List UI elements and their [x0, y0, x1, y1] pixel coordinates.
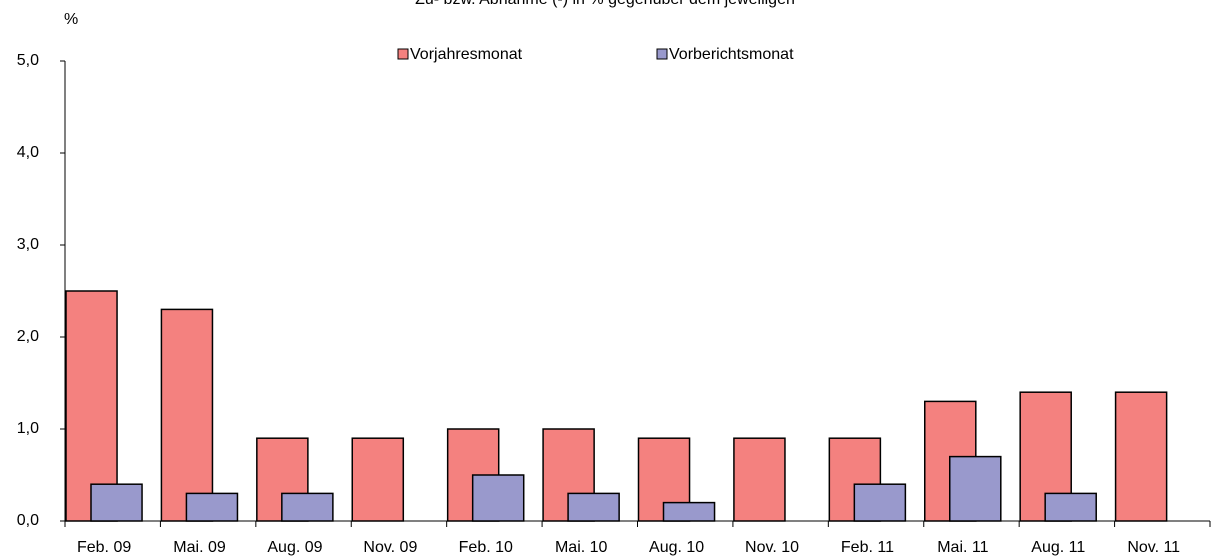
y-tick-label: 3,0: [17, 236, 39, 253]
x-tick-label: Aug. 09: [267, 539, 322, 556]
y-tick-label: 5,0: [17, 52, 39, 69]
y-tick-label: 2,0: [17, 328, 39, 345]
legend-label: Vorberichtsmonat: [669, 46, 794, 63]
bar: [733, 437, 786, 522]
bar: [949, 455, 1002, 522]
bar: [567, 492, 620, 522]
x-tick-label: Aug. 10: [649, 539, 704, 556]
x-tick-label: Feb. 09: [77, 539, 131, 556]
legend-label: Vorjahresmonat: [410, 46, 523, 63]
bar: [471, 474, 525, 522]
x-tick-label: Nov. 11: [1127, 539, 1180, 556]
legend-swatch: [656, 48, 668, 60]
legend-swatch: [397, 48, 409, 60]
y-tick-label: 1,0: [17, 420, 39, 437]
x-tick-label: Feb. 11: [841, 539, 894, 556]
y-tick-label: 4,0: [17, 144, 39, 161]
x-tick-label: Nov. 10: [745, 539, 799, 556]
bar: [1114, 391, 1168, 522]
x-tick-label: Mai. 11: [937, 539, 988, 556]
bar: [90, 483, 143, 522]
bar: [351, 437, 405, 522]
bar: [160, 308, 214, 522]
x-tick-label: Aug. 11: [1031, 539, 1085, 556]
bar: [853, 483, 907, 522]
x-tick-label: Feb. 10: [459, 539, 513, 556]
chart-title: Zu- bzw. Abnahme (-) in % gegenüber dem …: [415, 0, 795, 8]
bar: [662, 501, 716, 522]
bar: [281, 492, 334, 522]
x-tick-label: Mai. 10: [555, 539, 608, 556]
x-tick-label: Mai. 09: [173, 539, 226, 556]
x-tick-label: Nov. 09: [363, 539, 417, 556]
y-axis-label: %: [64, 11, 78, 28]
bar: [1044, 492, 1097, 522]
bar: [185, 492, 239, 522]
y-tick-label: 0,0: [17, 512, 39, 529]
